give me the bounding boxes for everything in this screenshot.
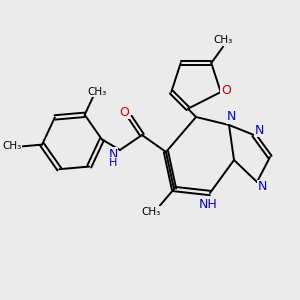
Text: O: O (221, 83, 231, 97)
Text: CH₃: CH₃ (88, 87, 107, 97)
Text: CH₃: CH₃ (3, 141, 22, 152)
Text: N: N (226, 110, 236, 124)
Text: N: N (257, 181, 267, 194)
Text: N: N (108, 148, 118, 160)
Text: CH₃: CH₃ (141, 207, 161, 217)
Text: H: H (109, 158, 117, 168)
Text: CH₃: CH₃ (213, 35, 233, 45)
Text: O: O (119, 106, 129, 118)
Text: N: N (254, 124, 264, 136)
Text: NH: NH (199, 199, 218, 212)
